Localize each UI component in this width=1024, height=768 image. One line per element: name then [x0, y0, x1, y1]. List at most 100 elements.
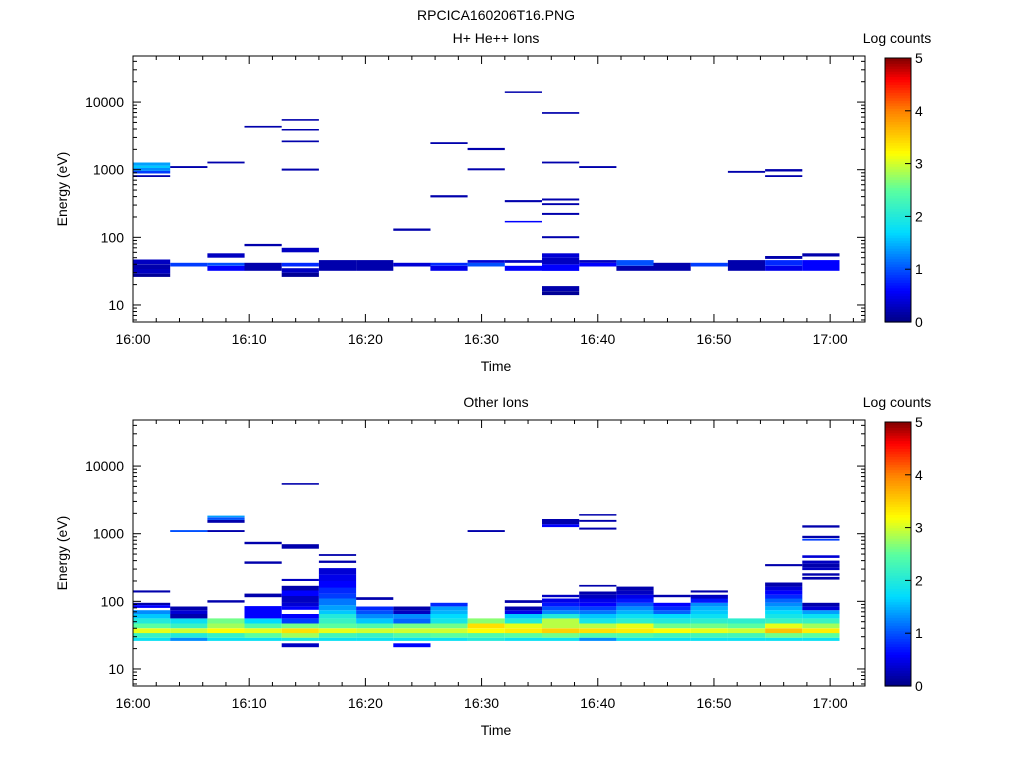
colorbar-segment: [885, 100, 911, 104]
heatmap-cell: [727, 618, 766, 624]
heatmap-cell: [690, 633, 728, 638]
colorbar-segment: [885, 58, 911, 62]
colorbar-segment: [885, 63, 911, 67]
heatmap-cell: [765, 606, 803, 611]
heatmap-cell: [467, 530, 505, 532]
colorbar-tick-label: 1: [915, 625, 923, 641]
heatmap-cell: [244, 623, 282, 629]
colorbar-segment: [885, 522, 911, 526]
heatmap-cell: [765, 618, 803, 624]
heatmap-cell: [616, 618, 654, 624]
heatmap-cell: [281, 633, 319, 638]
colorbar-segment: [885, 556, 911, 560]
heatmap-cell: [318, 628, 357, 634]
colorbar-segment: [885, 630, 911, 634]
heatmap-cell: [727, 260, 766, 271]
heatmap-cell: [467, 260, 505, 263]
x-tick-label: 16:20: [348, 695, 383, 711]
heatmap-cell: [802, 633, 840, 638]
colorbar-segment: [885, 242, 911, 247]
heatmap-cell: [430, 142, 468, 144]
plot-frame: [132, 419, 866, 687]
heatmap-cell: [244, 262, 282, 271]
colorbar-segment: [885, 643, 911, 647]
x-tick-label: 16:50: [696, 695, 731, 711]
colorbar-segment: [885, 314, 911, 318]
heatmap-cell: [616, 594, 654, 599]
colorbar-segment: [885, 675, 911, 679]
heatmap-cell: [579, 591, 617, 595]
heatmap-cell: [542, 524, 580, 528]
colorbar-segment: [885, 65, 911, 70]
heatmap-cell: [207, 618, 245, 624]
colorbar-segment: [885, 538, 911, 542]
heatmap-cell: [356, 606, 394, 611]
colorbar-segment: [885, 625, 911, 629]
heatmap-cell: [207, 637, 245, 641]
heatmap-cell: [579, 606, 617, 611]
colorbar-segment: [885, 509, 911, 513]
colorbar-segment: [885, 150, 911, 154]
heatmap-cell: [133, 170, 171, 174]
heatmap-cell: [802, 560, 840, 564]
colorbar-segment: [885, 559, 911, 563]
heatmap-cell: [207, 530, 245, 532]
heatmap-cell: [579, 628, 617, 634]
heatmap-cell: [616, 623, 654, 629]
colorbar-segment: [885, 282, 911, 286]
colorbar-segment: [885, 279, 911, 283]
heatmap-cell: [207, 517, 245, 520]
heatmap-cell: [579, 260, 617, 263]
heatmap-cell: [430, 628, 468, 634]
x-tick-label: 16:00: [115, 695, 150, 711]
colorbar-segment: [885, 659, 911, 663]
y-tick-label: 100: [101, 229, 125, 245]
heatmap-cell: [504, 637, 542, 641]
colorbar-segment: [885, 540, 911, 545]
colorbar-segment: [885, 73, 911, 78]
heatmap-cell: [802, 538, 840, 541]
heatmap-cell: [133, 610, 171, 614]
heatmap-cell: [802, 567, 840, 571]
colorbar-segment: [885, 551, 911, 555]
colorbar-segment: [885, 606, 911, 611]
heatmap-cell: [579, 637, 617, 641]
x-axis-label: Time: [481, 358, 512, 374]
heatmap-cell: [616, 614, 654, 619]
colorbar-segment: [885, 443, 911, 447]
heatmap-cell: [318, 637, 357, 641]
heatmap-cell: [318, 574, 357, 581]
heatmap-cell: [207, 623, 245, 629]
colorbar-tick-label: 3: [915, 156, 923, 172]
heatmap-cell: [616, 633, 654, 638]
heatmap-cell: [207, 519, 245, 523]
heatmap-cell: [504, 610, 542, 614]
colorbar-segment: [885, 232, 911, 236]
heatmap-cell: [765, 637, 803, 641]
heatmap-cell: [542, 257, 580, 265]
heatmap-cell: [281, 247, 319, 253]
colorbar-tick-label: 2: [915, 208, 923, 224]
heatmap-cell: [616, 265, 654, 271]
heatmap-cell: [802, 610, 840, 614]
colorbar-segment: [885, 319, 911, 323]
heatmap-cell: [542, 606, 580, 611]
colorbar-segment: [885, 76, 911, 80]
colorbar-segment: [885, 237, 911, 241]
colorbar-segment: [885, 211, 911, 215]
axes: 16:00 16:10 16:20 16:30 16:40 16:50 17:00 10 100…: [85, 419, 866, 711]
colorbar-segment: [885, 84, 911, 88]
heatmap-cell: [244, 593, 282, 598]
colorbar-segment: [885, 456, 911, 460]
heatmap-cell: [244, 606, 282, 614]
colorbar-segment: [885, 139, 911, 144]
heatmap-cell: [244, 633, 282, 638]
colorbar-segment: [885, 261, 911, 265]
colorbar-segment: [885, 155, 911, 159]
colorbar-segment: [885, 488, 911, 492]
heatmap-cell: [616, 606, 654, 611]
colorbar-segment: [885, 192, 911, 196]
heatmap-cell: [765, 256, 803, 259]
colorbar-segment: [885, 145, 911, 149]
heatmap-cell: [393, 228, 431, 231]
